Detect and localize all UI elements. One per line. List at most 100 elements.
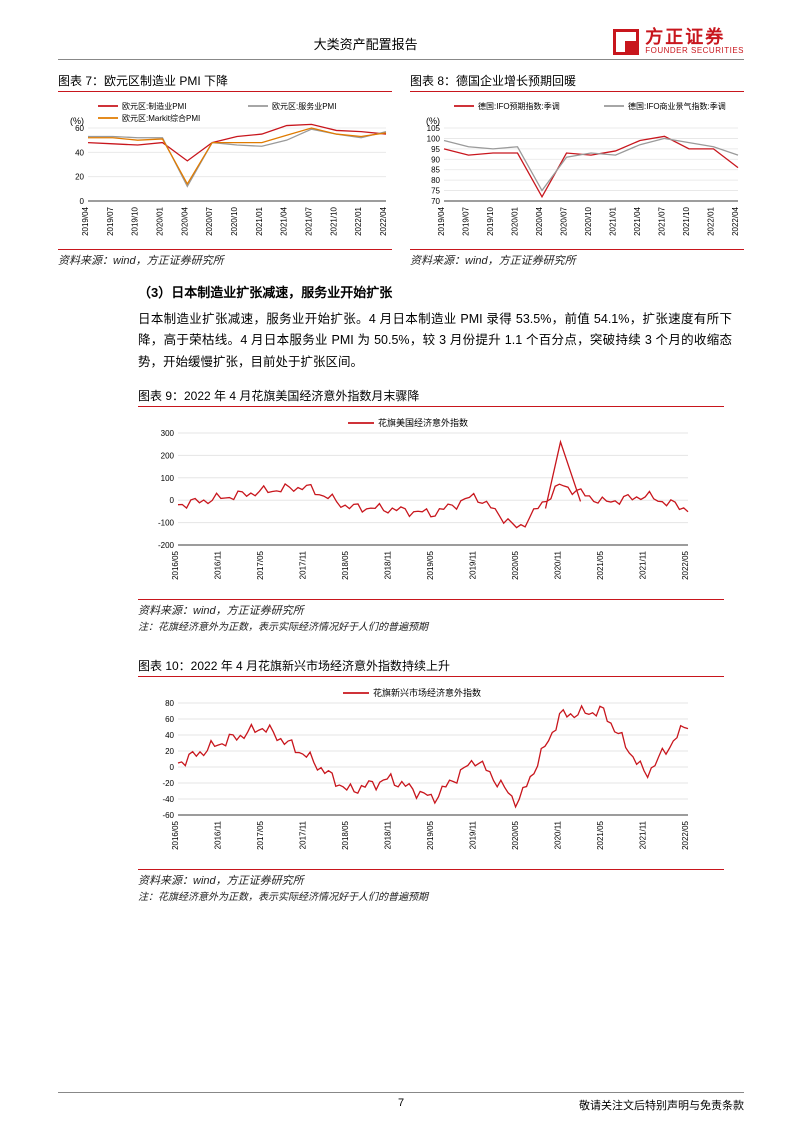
svg-text:2020/07: 2020/07 xyxy=(560,206,569,235)
svg-text:2020/01: 2020/01 xyxy=(156,206,165,235)
chart10-note: 注：花旗经济意外为正数，表示实际经济情况好于人们的普遍预期 xyxy=(138,888,724,903)
section3-heading: （3）日本制造业扩张减速，服务业开始扩张 xyxy=(138,282,744,301)
svg-text:75: 75 xyxy=(431,187,440,196)
svg-text:2017/05: 2017/05 xyxy=(256,820,265,849)
svg-text:花旗美国经济意外指数: 花旗美国经济意外指数 xyxy=(378,417,468,428)
chart9: -200 -100 0 100 200 300 2016/05 2016/11 2017/05 2… xyxy=(138,409,698,599)
svg-text:2021/10: 2021/10 xyxy=(682,206,691,235)
svg-text:80: 80 xyxy=(431,176,440,185)
svg-text:2020/04: 2020/04 xyxy=(535,206,544,235)
chart7: 0204060(%)2019/042019/072019/102020/0120… xyxy=(58,94,392,249)
svg-text:2020/11: 2020/11 xyxy=(554,550,563,579)
svg-text:欧元区:制造业PMI: 欧元区:制造业PMI xyxy=(122,101,186,111)
svg-text:2020/11: 2020/11 xyxy=(554,820,563,849)
chart9-note: 注：花旗经济意外为正数，表示实际经济情况好于人们的普遍预期 xyxy=(138,618,724,633)
svg-text:2018/11: 2018/11 xyxy=(384,820,393,849)
svg-text:20: 20 xyxy=(165,747,174,756)
svg-text:-40: -40 xyxy=(162,795,174,804)
svg-text:2020/05: 2020/05 xyxy=(511,550,520,579)
chart9-title: 图表 9：2022 年 4 月花旗美国经济意外指数月末骤降 xyxy=(138,385,724,407)
svg-text:-60: -60 xyxy=(162,811,174,820)
svg-text:(%): (%) xyxy=(426,116,440,126)
svg-text:2019/10: 2019/10 xyxy=(131,206,140,235)
svg-text:2021/01: 2021/01 xyxy=(609,206,618,235)
section3-body: 日本制造业扩张减速，服务业开始扩张。4 月日本制造业 PMI 录得 53.5%，… xyxy=(138,309,732,373)
chart8: 707580859095100105(%)2019/042019/072019/… xyxy=(410,94,744,249)
svg-text:2018/05: 2018/05 xyxy=(341,820,350,849)
svg-text:100: 100 xyxy=(427,134,441,143)
svg-text:90: 90 xyxy=(431,155,440,164)
svg-text:2016/11: 2016/11 xyxy=(214,550,223,579)
svg-text:70: 70 xyxy=(431,197,440,206)
svg-text:2016/05: 2016/05 xyxy=(171,550,180,579)
svg-text:2017/05: 2017/05 xyxy=(256,550,265,579)
svg-text:2018/05: 2018/05 xyxy=(341,550,350,579)
svg-text:2019/11: 2019/11 xyxy=(469,550,478,579)
chart10-title: 图表 10：2022 年 4 月花旗新兴市场经济意外指数持续上升 xyxy=(138,655,724,677)
svg-text:0: 0 xyxy=(170,496,175,505)
logo-cn: 方正证券 xyxy=(645,28,744,46)
svg-text:2022/01: 2022/01 xyxy=(707,206,716,235)
svg-text:2017/11: 2017/11 xyxy=(299,820,308,849)
svg-text:2021/11: 2021/11 xyxy=(639,550,648,579)
svg-text:2019/05: 2019/05 xyxy=(426,550,435,579)
svg-text:2020/07: 2020/07 xyxy=(205,206,214,235)
page-number: 7 xyxy=(398,1097,404,1109)
svg-text:100: 100 xyxy=(161,474,175,483)
svg-text:2021/01: 2021/01 xyxy=(255,206,264,235)
svg-text:60: 60 xyxy=(165,715,174,724)
svg-text:2019/05: 2019/05 xyxy=(426,820,435,849)
svg-text:2018/11: 2018/11 xyxy=(384,550,393,579)
chart8-source: 资料来源：wind，方正证券研究所 xyxy=(410,249,744,268)
svg-text:0: 0 xyxy=(170,763,175,772)
svg-text:2022/01: 2022/01 xyxy=(354,206,363,235)
svg-text:2017/11: 2017/11 xyxy=(299,550,308,579)
svg-text:-100: -100 xyxy=(158,518,175,527)
chart9-source: 资料来源：wind，方正证券研究所 xyxy=(138,599,724,618)
svg-text:2022/04: 2022/04 xyxy=(731,206,740,235)
svg-text:2022/05: 2022/05 xyxy=(681,820,690,849)
svg-text:-20: -20 xyxy=(162,779,174,788)
svg-text:2021/07: 2021/07 xyxy=(305,206,314,235)
svg-text:2020/01: 2020/01 xyxy=(511,206,520,235)
svg-text:2019/04: 2019/04 xyxy=(81,206,90,235)
svg-text:2022/05: 2022/05 xyxy=(681,550,690,579)
svg-text:2019/10: 2019/10 xyxy=(486,206,495,235)
chart10-source: 资料来源：wind，方正证券研究所 xyxy=(138,869,724,888)
chart7-title: 图表 7：欧元区制造业 PMI 下降 xyxy=(58,70,392,92)
svg-text:德国:IFO预期指数:季调: 德国:IFO预期指数:季调 xyxy=(478,101,560,111)
svg-text:2021/10: 2021/10 xyxy=(329,206,338,235)
svg-text:2022/04: 2022/04 xyxy=(379,206,388,235)
svg-text:2021/05: 2021/05 xyxy=(596,550,605,579)
svg-text:40: 40 xyxy=(165,731,174,740)
svg-text:-200: -200 xyxy=(158,541,175,550)
chart8-title: 图表 8：德国企业增长预期回暖 xyxy=(410,70,744,92)
svg-text:2019/11: 2019/11 xyxy=(469,820,478,849)
svg-text:2020/10: 2020/10 xyxy=(230,206,239,235)
svg-text:2016/11: 2016/11 xyxy=(214,820,223,849)
svg-text:2021/04: 2021/04 xyxy=(280,206,289,235)
svg-text:95: 95 xyxy=(431,145,440,154)
chart10: -60-40-200204060802016/052016/112017/052… xyxy=(138,679,698,869)
svg-text:2021/11: 2021/11 xyxy=(639,820,648,849)
svg-text:2016/05: 2016/05 xyxy=(171,820,180,849)
svg-text:2020/05: 2020/05 xyxy=(511,820,520,849)
svg-text:2019/04: 2019/04 xyxy=(437,206,446,235)
svg-text:20: 20 xyxy=(75,173,84,182)
svg-text:200: 200 xyxy=(161,451,175,460)
brand-logo: 方正证券 FOUNDER SECURITIES xyxy=(613,28,744,55)
footer-disclaimer: 敬请关注文后特别声明与免责条款 xyxy=(579,1097,744,1113)
svg-text:(%): (%) xyxy=(70,116,84,126)
svg-text:40: 40 xyxy=(75,148,84,157)
svg-text:欧元区:服务业PMI: 欧元区:服务业PMI xyxy=(272,101,336,111)
svg-text:300: 300 xyxy=(161,429,175,438)
logo-en: FOUNDER SECURITIES xyxy=(645,46,744,55)
report-title: 大类资产配置报告 xyxy=(58,28,613,53)
logo-icon xyxy=(613,29,639,55)
svg-text:2021/07: 2021/07 xyxy=(658,206,667,235)
svg-text:0: 0 xyxy=(80,197,85,206)
svg-text:2021/05: 2021/05 xyxy=(596,820,605,849)
svg-text:欧元区:Markit综合PMI: 欧元区:Markit综合PMI xyxy=(122,113,200,123)
svg-text:2021/04: 2021/04 xyxy=(633,206,642,235)
svg-text:85: 85 xyxy=(431,166,440,175)
